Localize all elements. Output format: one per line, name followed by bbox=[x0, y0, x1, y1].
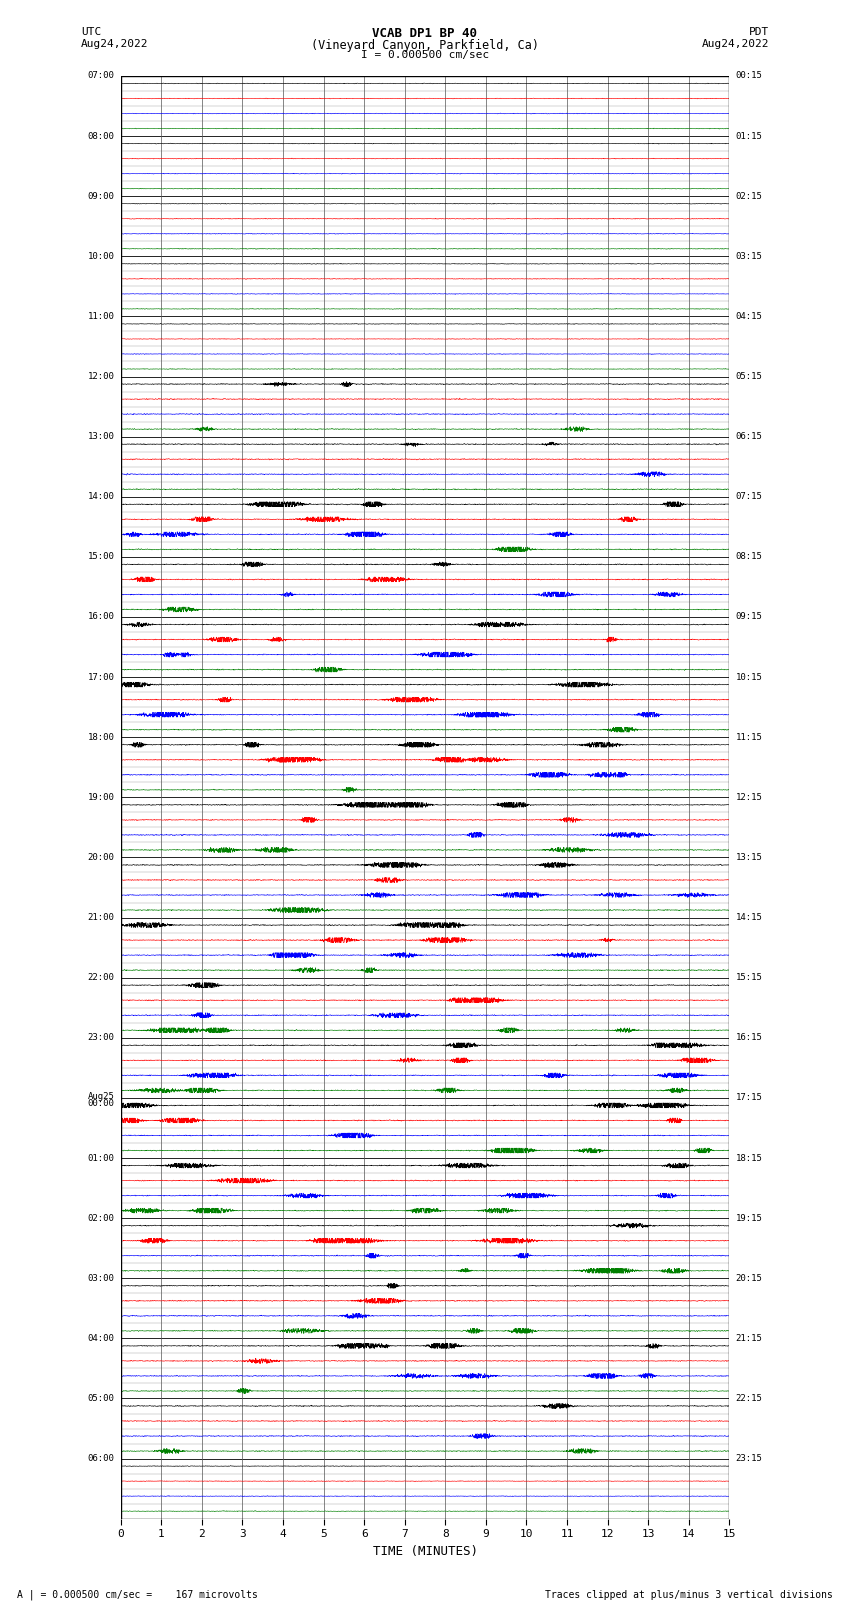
Text: 20:15: 20:15 bbox=[735, 1274, 762, 1282]
Text: 16:15: 16:15 bbox=[735, 1034, 762, 1042]
Text: 02:15: 02:15 bbox=[735, 192, 762, 200]
Text: 11:15: 11:15 bbox=[735, 732, 762, 742]
X-axis label: TIME (MINUTES): TIME (MINUTES) bbox=[372, 1545, 478, 1558]
Text: 15:00: 15:00 bbox=[88, 552, 115, 561]
Text: UTC: UTC bbox=[81, 27, 101, 37]
Text: 16:00: 16:00 bbox=[88, 613, 115, 621]
Text: 03:00: 03:00 bbox=[88, 1274, 115, 1282]
Text: Aug24,2022: Aug24,2022 bbox=[81, 39, 148, 48]
Text: 01:00: 01:00 bbox=[88, 1153, 115, 1163]
Text: 04:15: 04:15 bbox=[735, 311, 762, 321]
Text: 14:00: 14:00 bbox=[88, 492, 115, 502]
Text: 04:00: 04:00 bbox=[88, 1334, 115, 1344]
Text: 08:15: 08:15 bbox=[735, 552, 762, 561]
Text: 00:00: 00:00 bbox=[88, 1100, 115, 1108]
Text: 01:15: 01:15 bbox=[735, 132, 762, 140]
Text: 06:15: 06:15 bbox=[735, 432, 762, 440]
Text: A | = 0.000500 cm/sec =    167 microvolts: A | = 0.000500 cm/sec = 167 microvolts bbox=[17, 1589, 258, 1600]
Text: Aug24,2022: Aug24,2022 bbox=[702, 39, 769, 48]
Text: 17:15: 17:15 bbox=[735, 1094, 762, 1102]
Text: 17:00: 17:00 bbox=[88, 673, 115, 682]
Text: 23:00: 23:00 bbox=[88, 1034, 115, 1042]
Text: 13:15: 13:15 bbox=[735, 853, 762, 861]
Text: 18:15: 18:15 bbox=[735, 1153, 762, 1163]
Text: 21:15: 21:15 bbox=[735, 1334, 762, 1344]
Text: 18:00: 18:00 bbox=[88, 732, 115, 742]
Text: 22:00: 22:00 bbox=[88, 973, 115, 982]
Text: (Vineyard Canyon, Parkfield, Ca): (Vineyard Canyon, Parkfield, Ca) bbox=[311, 39, 539, 52]
Text: 09:15: 09:15 bbox=[735, 613, 762, 621]
Text: 07:00: 07:00 bbox=[88, 71, 115, 81]
Text: 12:00: 12:00 bbox=[88, 373, 115, 381]
Text: 19:15: 19:15 bbox=[735, 1213, 762, 1223]
Text: 19:00: 19:00 bbox=[88, 794, 115, 802]
Text: 07:15: 07:15 bbox=[735, 492, 762, 502]
Text: VCAB DP1 BP 40: VCAB DP1 BP 40 bbox=[372, 27, 478, 40]
Text: Aug25: Aug25 bbox=[88, 1092, 115, 1102]
Text: PDT: PDT bbox=[749, 27, 769, 37]
Text: Traces clipped at plus/minus 3 vertical divisions: Traces clipped at plus/minus 3 vertical … bbox=[545, 1590, 833, 1600]
Text: 10:00: 10:00 bbox=[88, 252, 115, 261]
Text: 02:00: 02:00 bbox=[88, 1213, 115, 1223]
Text: 08:00: 08:00 bbox=[88, 132, 115, 140]
Text: 23:15: 23:15 bbox=[735, 1453, 762, 1463]
Text: 03:15: 03:15 bbox=[735, 252, 762, 261]
Text: 11:00: 11:00 bbox=[88, 311, 115, 321]
Text: 00:15: 00:15 bbox=[735, 71, 762, 81]
Text: 22:15: 22:15 bbox=[735, 1394, 762, 1403]
Text: 20:00: 20:00 bbox=[88, 853, 115, 861]
Text: I = 0.000500 cm/sec: I = 0.000500 cm/sec bbox=[361, 50, 489, 60]
Text: 10:15: 10:15 bbox=[735, 673, 762, 682]
Text: 12:15: 12:15 bbox=[735, 794, 762, 802]
Text: 09:00: 09:00 bbox=[88, 192, 115, 200]
Text: 15:15: 15:15 bbox=[735, 973, 762, 982]
Text: 05:15: 05:15 bbox=[735, 373, 762, 381]
Text: 21:00: 21:00 bbox=[88, 913, 115, 923]
Text: 05:00: 05:00 bbox=[88, 1394, 115, 1403]
Text: 13:00: 13:00 bbox=[88, 432, 115, 440]
Text: 14:15: 14:15 bbox=[735, 913, 762, 923]
Text: 06:00: 06:00 bbox=[88, 1453, 115, 1463]
